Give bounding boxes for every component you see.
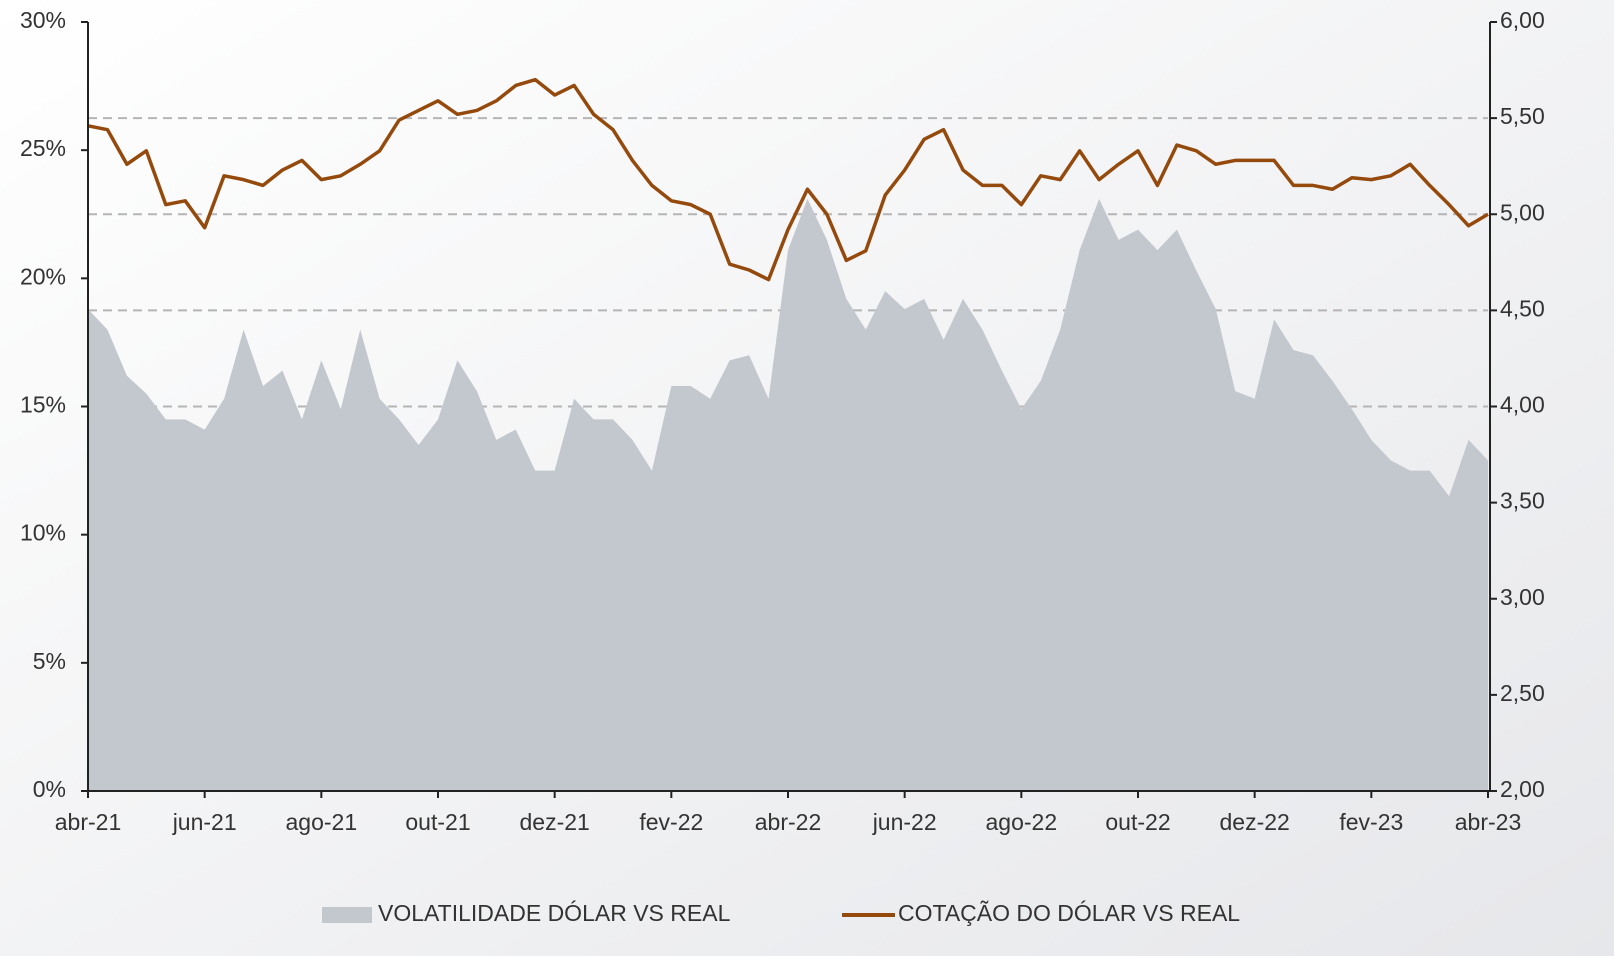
volatility-area <box>88 198 1488 791</box>
x-tick-label: abr-22 <box>755 809 821 835</box>
x-tick-label: out-22 <box>1105 809 1170 835</box>
legend-label: COTAÇÃO DO DÓLAR VS REAL <box>898 900 1240 926</box>
price-line <box>87 77 1489 282</box>
y2-tick-label: 3,00 <box>1500 584 1545 610</box>
x-tick-label: ago-21 <box>286 809 358 835</box>
y2-tick-label: 2,50 <box>1500 680 1545 706</box>
x-tick-label: fev-22 <box>639 809 703 835</box>
x-tick-label: dez-21 <box>520 809 590 835</box>
y-tick-label: 20% <box>20 263 66 289</box>
y2-tick-label: 3,50 <box>1500 488 1545 514</box>
y-tick-label: 10% <box>20 520 66 546</box>
x-tick-label: jun-22 <box>872 809 937 835</box>
y2-tick-label: 5,50 <box>1500 103 1545 129</box>
y2-tick-label: 6,00 <box>1500 7 1545 33</box>
y2-tick-label: 5,00 <box>1500 199 1545 225</box>
x-tick-label: dez-22 <box>1220 809 1290 835</box>
y2-tick-label: 2,00 <box>1500 776 1545 802</box>
x-tick-label: jun-21 <box>172 809 237 835</box>
y-tick-label: 25% <box>20 135 66 161</box>
y-tick-label: 15% <box>20 392 66 418</box>
x-tick-label: ago-22 <box>986 809 1058 835</box>
legend-label: VOLATILIDADE DÓLAR VS REAL <box>378 900 731 926</box>
y2-tick-label: 4,50 <box>1500 295 1545 321</box>
y2-tick-label: 4,00 <box>1500 392 1545 418</box>
x-tick-label: abr-23 <box>1455 809 1521 835</box>
x-tick-label: abr-21 <box>55 809 121 835</box>
y-tick-label: 5% <box>33 648 66 674</box>
y-tick-label: 30% <box>20 7 66 33</box>
y-tick-label: 0% <box>33 776 66 802</box>
legend-swatch <box>322 907 372 923</box>
x-tick-label: out-21 <box>405 809 470 835</box>
x-tick-label: fev-23 <box>1339 809 1403 835</box>
